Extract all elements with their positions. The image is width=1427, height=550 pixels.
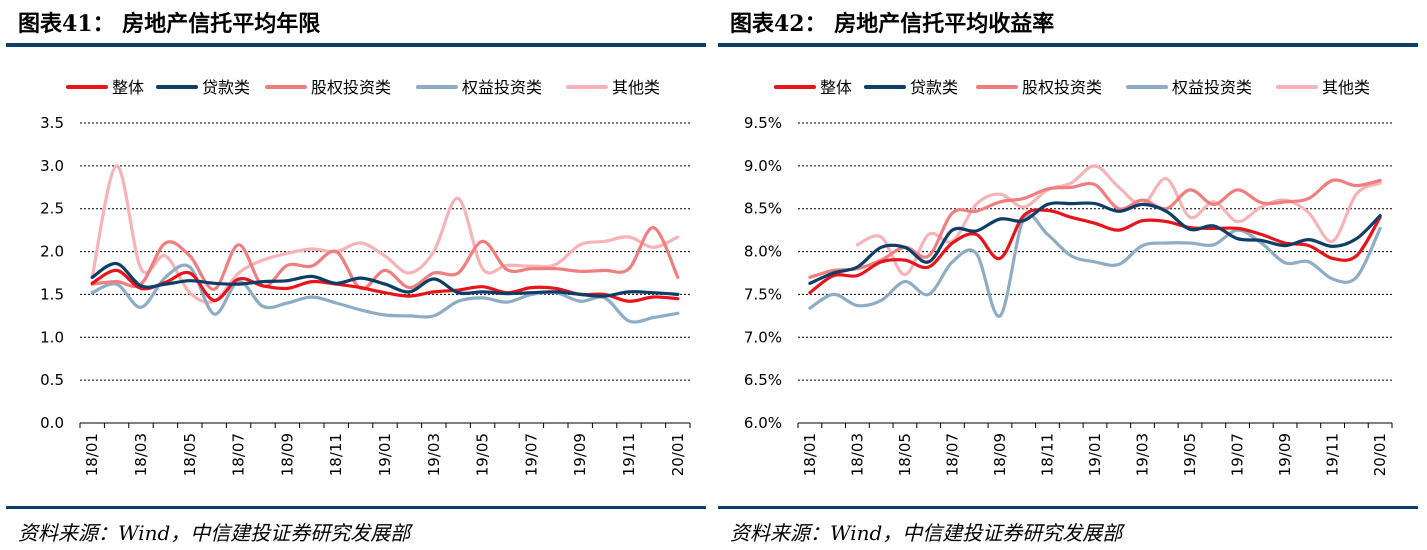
- x-tick-label: 19/11: [1324, 433, 1342, 476]
- y-tick-label: 8.0%: [744, 243, 782, 261]
- y-tick-label: 1.5: [40, 285, 64, 303]
- x-tick-label: 18/01: [801, 433, 819, 476]
- x-tick-label: 19/07: [1229, 433, 1247, 476]
- legend-item: 整体: [774, 78, 852, 97]
- x-tick-label: 19/03: [1134, 433, 1152, 476]
- series-line: [808, 201, 1382, 285]
- legend: 整体 贷款类 股权投资类 权益投资类 其他类: [66, 78, 660, 97]
- y-tick-label: 9.5%: [744, 114, 782, 132]
- legend: 整体 贷款类 股权投资类 权益投资类 其他类: [774, 78, 1370, 97]
- y-tick-label: 0.5: [40, 371, 64, 389]
- source-note: 资料来源：Wind，中信建投证券研究发展部: [730, 521, 1123, 545]
- legend-item: 整体: [66, 78, 144, 97]
- x-tick-label: 18/01: [83, 433, 101, 476]
- x-tick-label: 19/09: [1276, 433, 1294, 476]
- x-tick-label: 20/01: [1371, 433, 1389, 476]
- title-divider: [718, 43, 1418, 47]
- legend-item: 贷款类: [864, 78, 958, 97]
- x-tick-label: 18/07: [943, 433, 961, 476]
- legend-label: 整体: [820, 78, 852, 97]
- line-chart-duration: 整体 贷款类 股权投资类 权益投资类 其他类 0.0 0.5 1.0 1.5 2.0 2.5 3.0 3…: [40, 78, 691, 476]
- legend-label: 整体: [112, 78, 144, 97]
- y-tick-label: 2.5: [40, 200, 64, 218]
- x-tick-label: 20/01: [669, 433, 687, 476]
- legend-label: 股权投资类: [1022, 78, 1102, 97]
- series-line: [90, 263, 680, 324]
- y-tick-label: 2.0: [40, 243, 64, 261]
- x-tick-label: 19/09: [571, 433, 589, 476]
- legend-label: 权益投资类: [462, 78, 542, 97]
- y-tick-label: 8.5%: [744, 200, 782, 218]
- legend-label: 股权投资类: [311, 78, 391, 97]
- legend-item: 股权投资类: [265, 78, 391, 97]
- legend-item: 贷款类: [156, 78, 250, 97]
- series-line: [90, 226, 680, 291]
- y-tick-label: 3.0: [40, 157, 64, 175]
- x-tick-label: 18/03: [848, 433, 866, 476]
- series-line: [855, 164, 1382, 277]
- legend-item: 权益投资类: [416, 78, 542, 97]
- legend-item: 其他类: [1276, 78, 1370, 97]
- y-tick-label: 7.5%: [744, 285, 782, 303]
- chart-panel-left: 图表41： 房地产信托平均年限 整体 贷款类 股权投资类 权益投资类 其他类 0.0 0.5…: [6, 0, 706, 550]
- x-tick-label: 18/05: [181, 433, 199, 476]
- x-tick-label: 19/01: [376, 433, 394, 476]
- title-divider: [6, 43, 706, 47]
- y-tick-label: 0.0: [40, 414, 64, 432]
- x-tick-label: 18/07: [230, 433, 248, 476]
- y-tick-label: 6.0%: [744, 414, 782, 432]
- y-tick-label: 7.0%: [744, 328, 782, 346]
- source-note: 资料来源：Wind，中信建投证券研究发展部: [18, 521, 411, 545]
- chart-panel-right: 图表42： 房地产信托平均收益率 整体 贷款类 股权投资类 权益投资类 其他类 6.0% 6…: [718, 0, 1418, 550]
- x-tick-label: 19/05: [474, 433, 492, 476]
- y-tick-label: 3.5: [40, 114, 64, 132]
- legend-label: 其他类: [1322, 78, 1370, 97]
- bottom-divider: [6, 506, 706, 509]
- y-tick-label: 1.0: [40, 328, 64, 346]
- x-tick-label: 19/03: [425, 433, 443, 476]
- legend-label: 权益投资类: [1172, 78, 1252, 97]
- legend-label: 贷款类: [202, 78, 250, 97]
- line-chart-yield: 整体 贷款类 股权投资类 权益投资类 其他类 6.0% 6.5% 7.0% 7.5% 8.0% 8.…: [744, 78, 1393, 476]
- legend-label: 其他类: [612, 78, 660, 97]
- x-tick-label: 18/11: [1038, 433, 1056, 476]
- series-line: [808, 213, 1382, 318]
- bottom-divider: [718, 506, 1418, 509]
- series-line: [808, 208, 1382, 295]
- chart-title: 图表42： 房地产信托平均收益率: [730, 11, 1055, 37]
- legend-item: 权益投资类: [1126, 78, 1252, 97]
- x-tick-label: 18/05: [896, 433, 914, 476]
- x-tick-label: 19/11: [620, 433, 638, 476]
- legend-label: 贷款类: [910, 78, 958, 97]
- x-tick-label: 18/09: [278, 433, 296, 476]
- x-tick-label: 19/01: [1086, 433, 1104, 476]
- chart-title: 图表41： 房地产信托平均年限: [18, 11, 321, 37]
- y-tick-label: 9.0%: [744, 157, 782, 175]
- x-tick-label: 18/03: [132, 433, 150, 476]
- legend-item: 股权投资类: [976, 78, 1102, 97]
- series-line: [90, 261, 680, 298]
- x-tick-label: 19/05: [1181, 433, 1199, 476]
- x-tick-label: 18/09: [991, 433, 1009, 476]
- y-tick-label: 6.5%: [744, 371, 782, 389]
- legend-item: 其他类: [566, 78, 660, 97]
- x-tick-label: 18/11: [327, 433, 345, 476]
- x-tick-label: 19/07: [522, 433, 540, 476]
